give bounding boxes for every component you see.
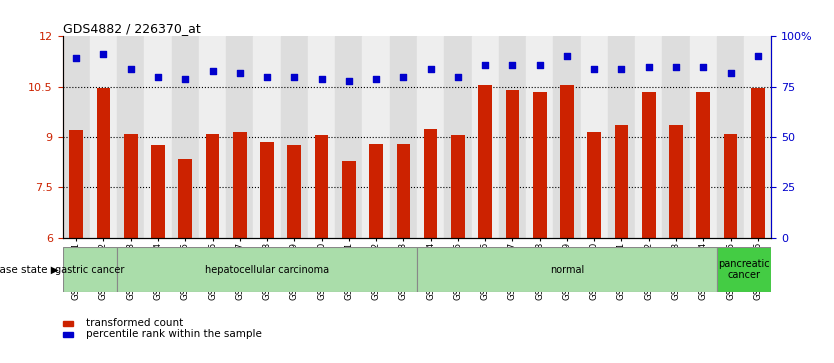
Bar: [369, 144, 383, 238]
Bar: [526, 36, 553, 238]
Bar: [724, 134, 737, 238]
Bar: [744, 36, 771, 238]
Point: [178, 76, 192, 82]
Point: [206, 68, 219, 73]
Bar: [314, 135, 329, 238]
Bar: [696, 92, 710, 238]
Bar: [553, 36, 580, 238]
Bar: [451, 135, 465, 238]
Point: [315, 76, 329, 82]
Point: [369, 76, 383, 82]
Bar: [288, 146, 301, 238]
Point: [533, 62, 546, 68]
Point: [424, 66, 437, 72]
Point: [751, 53, 765, 59]
Bar: [308, 36, 335, 238]
Bar: [233, 132, 247, 238]
Bar: [396, 144, 410, 238]
Bar: [90, 36, 117, 238]
Bar: [206, 134, 219, 238]
Point: [97, 52, 110, 57]
Point: [151, 74, 164, 79]
Bar: [389, 36, 417, 238]
Bar: [615, 125, 628, 238]
Bar: [505, 90, 520, 238]
Point: [234, 70, 247, 76]
Text: GDS4882 / 226370_at: GDS4882 / 226370_at: [63, 22, 200, 35]
Bar: [260, 142, 274, 238]
Text: percentile rank within the sample: percentile rank within the sample: [86, 329, 262, 339]
Bar: [342, 160, 355, 238]
Text: normal: normal: [550, 265, 584, 274]
Bar: [124, 134, 138, 238]
Bar: [560, 85, 574, 238]
Bar: [417, 36, 445, 238]
Bar: [690, 36, 717, 238]
Bar: [717, 36, 744, 238]
Bar: [198, 36, 226, 238]
Bar: [445, 36, 471, 238]
Text: transformed count: transformed count: [86, 318, 183, 328]
Bar: [642, 92, 656, 238]
Point: [479, 62, 492, 68]
Point: [69, 56, 83, 61]
Bar: [178, 159, 192, 238]
Point: [670, 64, 683, 69]
Bar: [533, 92, 546, 238]
Text: gastric cancer: gastric cancer: [55, 265, 124, 274]
Bar: [144, 36, 172, 238]
Point: [505, 62, 519, 68]
Point: [560, 53, 574, 59]
Bar: [669, 125, 683, 238]
Text: pancreatic
cancer: pancreatic cancer: [718, 259, 770, 280]
Bar: [69, 130, 83, 238]
Bar: [63, 36, 90, 238]
Bar: [117, 247, 417, 292]
Point: [288, 74, 301, 79]
Point: [724, 70, 737, 76]
Bar: [363, 36, 389, 238]
Point: [397, 74, 410, 79]
Point: [451, 74, 465, 79]
Bar: [580, 36, 608, 238]
Bar: [751, 88, 765, 238]
Point: [124, 66, 138, 72]
Bar: [172, 36, 198, 238]
Bar: [471, 36, 499, 238]
Bar: [424, 129, 438, 238]
Point: [696, 64, 710, 69]
Bar: [479, 85, 492, 238]
Bar: [587, 132, 601, 238]
Bar: [417, 247, 717, 292]
Point: [642, 64, 656, 69]
Bar: [281, 36, 308, 238]
Bar: [226, 36, 254, 238]
Bar: [151, 146, 165, 238]
Bar: [717, 247, 771, 292]
Bar: [97, 88, 110, 238]
Bar: [335, 36, 363, 238]
Bar: [117, 36, 144, 238]
Point: [615, 66, 628, 72]
Point: [342, 78, 355, 83]
Text: hepatocellular carcinoma: hepatocellular carcinoma: [205, 265, 329, 274]
Bar: [662, 36, 690, 238]
Bar: [608, 36, 636, 238]
Bar: [254, 36, 281, 238]
Point: [260, 74, 274, 79]
Point: [587, 66, 600, 72]
Text: disease state ▶: disease state ▶: [0, 265, 58, 274]
Bar: [63, 247, 117, 292]
Bar: [499, 36, 526, 238]
Bar: [636, 36, 662, 238]
